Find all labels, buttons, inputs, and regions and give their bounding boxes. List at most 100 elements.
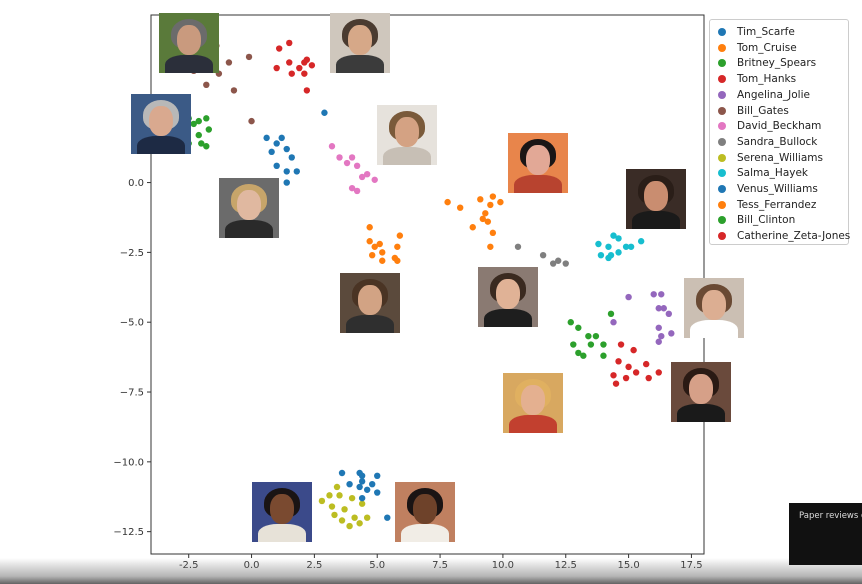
data-point (575, 324, 582, 331)
data-point (273, 162, 280, 170)
data-point (580, 352, 587, 359)
series-tess-ferrandez (444, 193, 504, 250)
tess-ferrandez-photo (508, 133, 569, 193)
data-point (605, 254, 612, 262)
legend-item: Bill_Gates (718, 103, 789, 119)
data-point (469, 224, 476, 231)
data-point (489, 229, 497, 237)
data-point (610, 319, 617, 326)
legend-marker (718, 28, 726, 36)
series-angelina-jolie (610, 291, 675, 345)
data-point (394, 257, 401, 264)
data-point (338, 517, 346, 524)
data-point (597, 251, 605, 259)
sandra-bullock-photo (477, 267, 538, 328)
data-point (642, 360, 650, 368)
series-serena-williams (318, 483, 371, 530)
legend-marker (718, 106, 726, 115)
legend-marker (718, 153, 726, 162)
legend-marker (718, 216, 726, 225)
data-point (575, 349, 582, 357)
data-point (203, 81, 210, 89)
series-salma-hayek (595, 232, 645, 262)
data-point (444, 198, 451, 206)
data-point (248, 117, 255, 125)
data-point (203, 143, 210, 150)
data-point (477, 196, 484, 203)
legend-marker (718, 200, 726, 209)
data-point (358, 500, 366, 507)
data-point (348, 154, 356, 161)
data-point (487, 201, 494, 209)
data-point (637, 238, 645, 245)
data-point (366, 224, 373, 231)
data-point (351, 514, 358, 521)
data-point (190, 120, 197, 128)
data-point (341, 506, 348, 513)
series-tom-cruise (366, 224, 404, 264)
legend-label: Angelina_Jolie (737, 88, 810, 101)
y-tick-label: −7.5 (120, 388, 144, 399)
data-point (353, 162, 361, 170)
data-point (195, 117, 202, 125)
data-point (343, 159, 351, 167)
data-point (338, 469, 346, 477)
data-point (275, 45, 283, 52)
data-point (205, 126, 213, 133)
data-point (286, 59, 293, 66)
legend-label: Tim_Scarfe (737, 26, 795, 38)
legend-marker (718, 90, 726, 99)
legend-label: Bill_Gates (737, 104, 789, 117)
notification-popup[interactable]: Paper reviews o (789, 503, 862, 565)
legend-label: David_Beckham (737, 120, 822, 133)
data-point (230, 87, 238, 94)
data-point (484, 218, 492, 225)
data-point (617, 341, 625, 348)
legend-label: Britney_Spears (737, 57, 817, 70)
data-point (514, 243, 522, 250)
data-point (358, 173, 366, 181)
series-tim-scarfe (263, 109, 328, 186)
legend-marker (718, 43, 726, 52)
data-point (273, 64, 280, 72)
data-point (369, 251, 376, 259)
data-point (394, 243, 401, 250)
data-point (288, 70, 295, 77)
data-point (562, 260, 569, 267)
data-point (369, 480, 376, 488)
data-point (353, 187, 361, 195)
legend-marker (718, 185, 726, 193)
britney-spears-photo (503, 373, 564, 434)
data-point (668, 330, 675, 337)
data-point (326, 492, 333, 499)
data-point (358, 494, 366, 502)
data-point (612, 380, 620, 387)
y-tick-label: −10.0 (113, 457, 144, 468)
data-point (363, 170, 371, 178)
legend-marker (718, 59, 726, 68)
david-beckham-photo (377, 105, 438, 166)
data-point (570, 341, 577, 348)
data-point (225, 59, 233, 66)
data-point (278, 134, 285, 142)
data-point (622, 243, 630, 250)
legend-label: Tom_Hanks (737, 73, 797, 86)
data-point (632, 369, 640, 376)
data-point (358, 472, 366, 480)
y-axis-ticks: 0.0 −2.5 −5.0 −7.5 −10.0 −12.5 (113, 178, 151, 538)
data-point (296, 64, 303, 72)
bill-gates-photo (158, 12, 219, 73)
data-point (600, 352, 607, 359)
data-point (203, 115, 210, 122)
data-point (658, 291, 665, 298)
data-point (333, 483, 341, 491)
data-point (585, 332, 592, 340)
legend-item: David_Beckham (718, 118, 821, 134)
data-point (665, 310, 673, 318)
legend-item: Tess_Ferrandez (718, 197, 816, 213)
legend-item: Tom_Hanks (718, 71, 796, 87)
legend-label: Sandra_Bullock (737, 135, 818, 148)
data-point (346, 522, 353, 530)
tim-scarfe-photo (219, 177, 280, 238)
data-point (366, 238, 373, 245)
